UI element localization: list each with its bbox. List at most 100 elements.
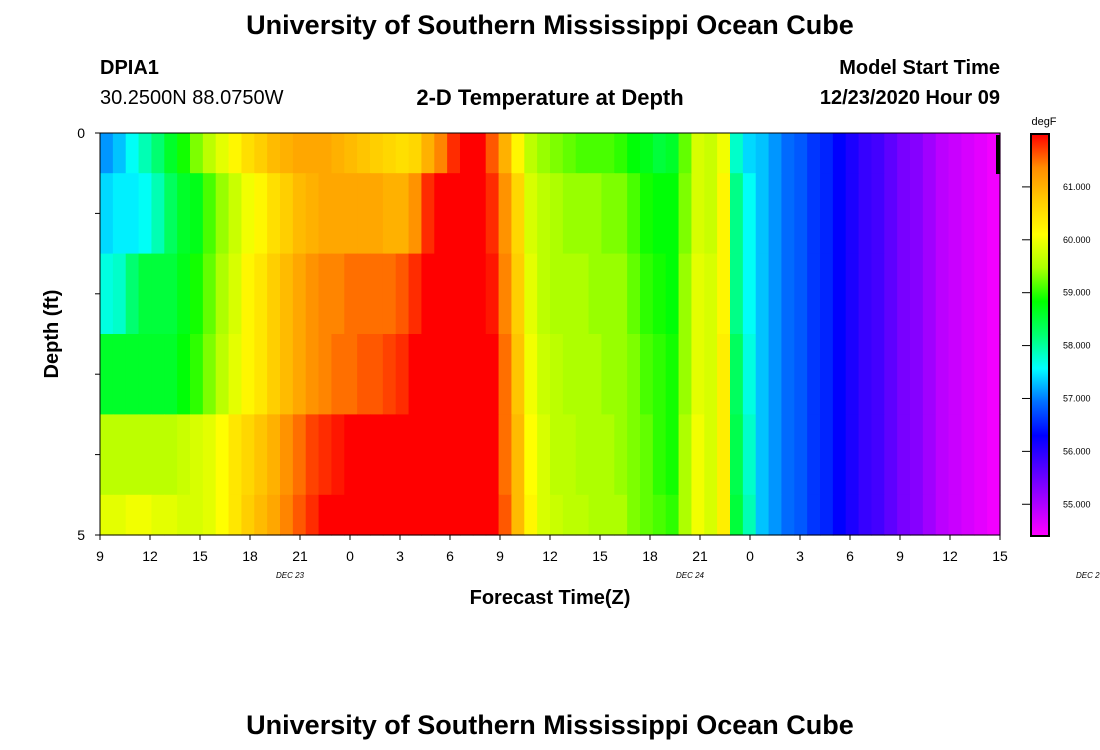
heatmap-cell xyxy=(537,494,551,536)
heatmap-cell xyxy=(845,334,860,415)
heatmap-cell xyxy=(691,173,705,255)
heatmap-cell xyxy=(961,494,975,536)
heatmap-cell xyxy=(202,414,217,496)
heatmap-cell xyxy=(588,334,603,415)
heatmap-cell xyxy=(408,173,423,255)
heatmap-cell xyxy=(704,494,718,536)
x-axis-label: Forecast Time(Z) xyxy=(470,587,631,609)
heatmap-cell xyxy=(280,334,294,415)
heatmap-cell xyxy=(370,133,384,174)
heatmap-cell xyxy=(755,494,770,536)
data-end-marker xyxy=(996,135,1000,174)
colorbar-tick-label: 55.000 xyxy=(1063,499,1091,509)
heatmap-cell xyxy=(280,494,294,536)
heatmap-cell xyxy=(575,173,590,255)
heatmap-cell xyxy=(280,173,294,255)
heatmap-cell xyxy=(987,494,1001,536)
heatmap-cell xyxy=(652,494,667,536)
heatmap-cell xyxy=(742,334,757,415)
heatmap-cell xyxy=(820,494,834,536)
heatmap-cell xyxy=(935,414,950,496)
heatmap-cell xyxy=(691,253,705,335)
heatmap-cell xyxy=(601,253,615,335)
station-id: DPIA1 xyxy=(100,57,159,79)
heatmap-cell xyxy=(691,414,705,496)
heatmap-cell xyxy=(832,334,847,415)
heatmap-cell xyxy=(742,414,757,496)
heatmap-cell xyxy=(897,334,911,415)
heatmap-cell xyxy=(871,253,885,335)
heatmap-cell xyxy=(961,414,975,496)
heatmap-cell xyxy=(125,253,140,335)
heatmap-cell xyxy=(177,334,191,415)
heatmap-cell xyxy=(755,334,770,415)
heatmap-cell xyxy=(678,414,693,496)
heatmap-cell xyxy=(254,133,268,174)
heatmap-cell xyxy=(472,414,487,496)
heatmap-cell xyxy=(460,494,474,536)
heatmap-cell xyxy=(318,494,333,536)
heatmap-cell xyxy=(974,334,988,415)
heatmap-cell xyxy=(601,334,615,415)
heatmap-cell xyxy=(164,334,178,415)
heatmap-cell xyxy=(202,253,217,335)
heatmap-cell xyxy=(820,133,834,174)
heatmap-cell xyxy=(344,133,358,174)
heatmap-cell xyxy=(305,173,320,255)
heatmap-cell xyxy=(447,133,461,174)
heatmap-cell xyxy=(292,173,307,255)
heatmap-cell xyxy=(408,494,423,536)
heatmap-cell xyxy=(305,253,320,335)
heatmap-cell xyxy=(292,253,307,335)
heatmap-cell xyxy=(408,133,423,174)
heatmap-cell xyxy=(897,253,911,335)
heatmap-cell xyxy=(730,494,744,536)
heatmap-cell xyxy=(755,133,770,174)
heatmap-cell xyxy=(125,334,140,415)
heatmap-cell xyxy=(794,173,808,255)
colorbar-tick-label: 60.000 xyxy=(1063,235,1091,245)
x-tick-label: 12 xyxy=(542,548,558,564)
heatmap-cell xyxy=(472,173,487,255)
heatmap-cell xyxy=(434,133,448,174)
heatmap-cell xyxy=(254,173,268,255)
heatmap-cell xyxy=(575,334,590,415)
heatmap-cell xyxy=(254,494,268,536)
heatmap-cell xyxy=(884,253,898,335)
heatmap-cell xyxy=(267,253,281,335)
heatmap-cell xyxy=(910,173,924,255)
y-axis-label: Depth (ft) xyxy=(41,290,63,379)
heatmap-cell xyxy=(922,133,937,174)
heatmap-cell xyxy=(627,253,641,335)
heatmap-cell xyxy=(112,253,127,335)
heatmap-cell xyxy=(627,414,641,496)
heatmap-cell xyxy=(524,173,538,255)
heatmap-cell xyxy=(922,414,937,496)
heatmap-cell xyxy=(421,334,435,415)
heatmap-cell xyxy=(190,133,204,174)
heatmap-cell xyxy=(344,173,358,255)
heatmap-cell xyxy=(678,334,693,415)
heatmap-cell xyxy=(640,133,654,174)
heatmap-cell xyxy=(614,173,628,255)
heatmap-cell xyxy=(948,173,963,255)
heatmap-cell xyxy=(665,494,680,536)
heatmap-cell xyxy=(640,334,654,415)
heatmap-cell xyxy=(524,494,538,536)
x-tick-label: 18 xyxy=(242,548,258,564)
heatmap-cell xyxy=(730,253,744,335)
heatmap-cell xyxy=(511,253,525,335)
heatmap-cell xyxy=(640,494,654,536)
heatmap-cell xyxy=(781,334,795,415)
heatmap-cell xyxy=(421,253,435,335)
heatmap-cell xyxy=(640,414,654,496)
station-coords: 30.2500N 88.0750W xyxy=(100,87,284,109)
x-tick-label: 21 xyxy=(292,548,308,564)
heatmap-cell xyxy=(331,334,345,415)
heatmap-cell xyxy=(845,414,860,496)
heatmap-cell xyxy=(987,173,1001,255)
heatmap-cell xyxy=(408,253,423,335)
heatmap-cell xyxy=(280,133,294,174)
heatmap-cell xyxy=(704,334,718,415)
x-tick-label: 0 xyxy=(746,548,754,564)
